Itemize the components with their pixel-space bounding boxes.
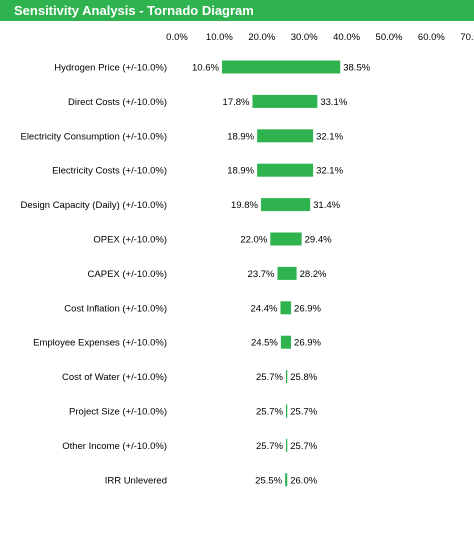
category-label: Other Income (+/-10.0%) — [62, 441, 167, 452]
tornado-bar — [221, 60, 341, 74]
high-value-label: 33.1% — [320, 97, 347, 108]
x-tick-label: 60.0% — [418, 32, 445, 43]
x-tick-label: 70.0% — [460, 32, 474, 43]
low-value-label: 24.4% — [251, 303, 278, 314]
category-label: Direct Costs (+/-10.0%) — [68, 97, 167, 108]
tornado-chart: 0.0% 10.0% 20.0% 30.0% 40.0% 50.0% 60.0% 70.0% H… — [20, 32, 474, 487]
high-value-label: 26.9% — [294, 338, 321, 349]
tornado-bar — [285, 404, 288, 418]
tornado-bar — [280, 301, 292, 315]
low-value-label: 25.7% — [256, 407, 283, 418]
high-value-label: 29.4% — [305, 235, 332, 246]
low-value-label: 23.7% — [248, 269, 275, 280]
category-label: IRR Unlevered — [105, 475, 167, 486]
low-value-label: 19.8% — [231, 200, 258, 211]
category-label: Employee Expenses (+/-10.0%) — [33, 338, 167, 349]
tornado-bar — [257, 163, 314, 177]
chart-title: Sensitivity Analysis - Tornado Diagram — [0, 0, 474, 21]
high-value-label: 25.7% — [290, 407, 317, 418]
category-label: Electricity Consumption (+/-10.0%) — [20, 131, 167, 142]
high-value-label: 38.5% — [343, 63, 370, 74]
high-value-label: 31.4% — [313, 200, 340, 211]
tornado-bar — [270, 232, 302, 246]
category-label: Project Size (+/-10.0%) — [69, 407, 167, 418]
tornado-bar — [252, 94, 318, 108]
x-tick-label: 30.0% — [291, 32, 318, 43]
category-label: OPEX (+/-10.0%) — [93, 235, 167, 246]
tornado-bar — [285, 370, 288, 384]
category-label: Electricity Costs (+/-10.0%) — [52, 166, 167, 177]
x-tick-label: 50.0% — [376, 32, 403, 43]
category-label: Cost Inflation (+/-10.0%) — [64, 303, 167, 314]
tornado-bar — [257, 129, 314, 143]
high-value-label: 25.8% — [290, 372, 317, 383]
tornado-bar — [285, 438, 288, 452]
tornado-bar — [280, 335, 292, 349]
category-label: Design Capacity (Daily) (+/-10.0%) — [20, 200, 167, 211]
low-value-label: 24.5% — [251, 338, 278, 349]
x-tick-label: 0.0% — [166, 32, 188, 43]
category-label: Cost of Water (+/-10.0%) — [62, 372, 167, 383]
high-value-label: 25.7% — [290, 441, 317, 452]
x-tick-label: 40.0% — [333, 32, 360, 43]
low-value-label: 25.5% — [255, 475, 282, 486]
high-value-label: 32.1% — [316, 166, 343, 177]
high-value-label: 26.9% — [294, 303, 321, 314]
low-value-label: 22.0% — [240, 235, 267, 246]
x-tick-label: 20.0% — [248, 32, 275, 43]
x-tick-label: 10.0% — [206, 32, 233, 43]
category-label: CAPEX (+/-10.0%) — [88, 269, 167, 280]
low-value-label: 17.8% — [223, 97, 250, 108]
high-value-label: 32.1% — [316, 131, 343, 142]
low-value-label: 25.7% — [256, 441, 283, 452]
high-value-label: 26.0% — [290, 475, 317, 486]
low-value-label: 18.9% — [227, 131, 254, 142]
tornado-bar — [260, 198, 311, 212]
high-value-label: 28.2% — [300, 269, 327, 280]
category-label: Hydrogen Price (+/-10.0%) — [54, 63, 167, 74]
tornado-bar — [277, 266, 297, 280]
low-value-label: 10.6% — [192, 63, 219, 74]
tornado-bar — [285, 473, 288, 487]
low-value-label: 18.9% — [227, 166, 254, 177]
low-value-label: 25.7% — [256, 372, 283, 383]
